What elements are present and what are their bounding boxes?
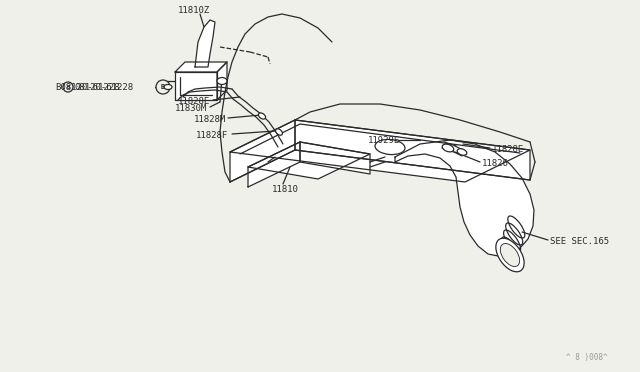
Polygon shape xyxy=(217,62,227,100)
Text: 11810Z: 11810Z xyxy=(178,6,211,15)
Text: 11828E: 11828E xyxy=(492,144,524,154)
Ellipse shape xyxy=(375,140,405,155)
Text: 11828E: 11828E xyxy=(178,96,211,106)
Circle shape xyxy=(156,80,170,94)
Polygon shape xyxy=(175,62,227,72)
Polygon shape xyxy=(248,142,370,179)
Ellipse shape xyxy=(442,144,454,152)
Polygon shape xyxy=(248,142,300,187)
Text: 08120-61228: 08120-61228 xyxy=(74,83,133,92)
Text: B: B xyxy=(161,84,165,90)
Ellipse shape xyxy=(164,84,172,90)
Polygon shape xyxy=(230,120,295,182)
Text: B: B xyxy=(67,84,70,90)
Ellipse shape xyxy=(500,244,520,266)
Text: SEE SEC.165: SEE SEC.165 xyxy=(550,237,609,246)
Text: B08120-61228: B08120-61228 xyxy=(55,83,120,92)
Polygon shape xyxy=(300,142,370,174)
Text: 11828F: 11828F xyxy=(196,131,228,140)
Ellipse shape xyxy=(276,129,282,135)
Text: 11929E: 11929E xyxy=(368,135,400,144)
Ellipse shape xyxy=(457,149,467,155)
Polygon shape xyxy=(230,120,530,182)
Polygon shape xyxy=(195,20,215,67)
Ellipse shape xyxy=(496,238,524,272)
Text: ^ 8 )008^: ^ 8 )008^ xyxy=(566,353,608,362)
Ellipse shape xyxy=(259,113,266,119)
Text: 11830M: 11830M xyxy=(175,103,207,112)
Ellipse shape xyxy=(217,77,227,84)
Polygon shape xyxy=(295,120,530,180)
Text: 11828M: 11828M xyxy=(194,115,227,124)
Text: 11810: 11810 xyxy=(272,185,299,193)
Polygon shape xyxy=(175,72,217,100)
Text: 11826: 11826 xyxy=(482,158,509,167)
Polygon shape xyxy=(395,140,534,256)
